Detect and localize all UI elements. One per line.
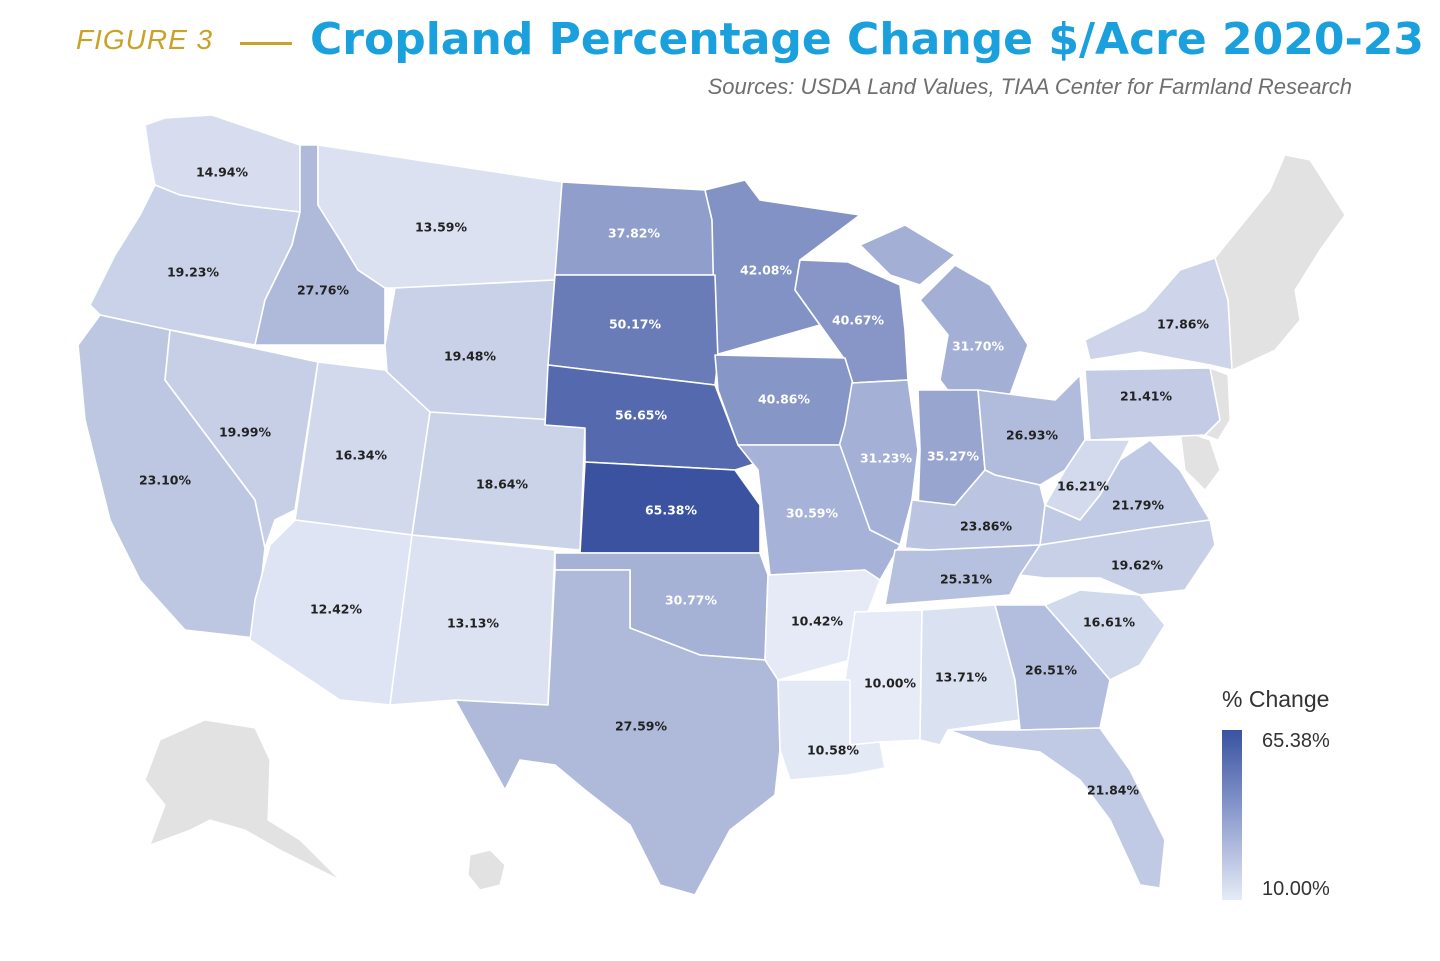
- state-colorado: [411, 411, 586, 551]
- state-label-oklahoma: 30.77%: [665, 593, 718, 608]
- state-label-new-york: 17.86%: [1157, 317, 1210, 332]
- state-label-illinois: 31.23%: [860, 451, 913, 466]
- state-label-arkansas: 10.42%: [791, 614, 844, 629]
- state-label-arizona: 12.42%: [310, 602, 363, 617]
- state-label-new-mexico: 13.13%: [447, 616, 500, 631]
- state-labels: 14.94% 19.23% 27.76% 13.59% 37.82% 42.08% 40.6…: [139, 165, 1210, 798]
- map-title: Cropland Percentage Change $/Acre 2020-2…: [310, 14, 1424, 65]
- state-label-kentucky: 23.86%: [960, 519, 1013, 534]
- state-label-alabama: 13.71%: [935, 670, 988, 685]
- state-texas: [454, 569, 781, 896]
- state-label-wisconsin: 40.67%: [832, 313, 885, 328]
- state-label-south-carolina: 16.61%: [1083, 615, 1136, 630]
- legend-gradient-bar: [1222, 730, 1242, 900]
- state-label-pennsylvania: 21.41%: [1120, 389, 1173, 404]
- legend-max-label: 65.38%: [1262, 730, 1330, 752]
- state-label-ohio: 26.93%: [1006, 428, 1059, 443]
- state-kansas: [579, 461, 761, 554]
- state-label-idaho: 27.76%: [297, 283, 350, 298]
- state-label-tennessee: 25.31%: [940, 572, 993, 587]
- state-label-south-dakota: 50.17%: [609, 317, 662, 332]
- delmarva-area: [1179, 429, 1221, 491]
- state-label-west-virginia: 16.21%: [1057, 479, 1110, 494]
- state-florida: [947, 727, 1166, 889]
- state-label-missouri: 30.59%: [786, 506, 839, 521]
- hawaii-region: [467, 849, 506, 891]
- new-england-region: [1214, 154, 1346, 371]
- state-pennsylvania: [1084, 367, 1221, 441]
- state-label-indiana: 35.27%: [927, 449, 980, 464]
- state-new-york: [1084, 257, 1233, 371]
- color-legend: % Change 65.38% 10.00%: [1222, 686, 1382, 906]
- legend-title: % Change: [1222, 686, 1330, 712]
- figure-header: FIGURE 3 Cropland Percentage Change $/Ac…: [0, 0, 1440, 110]
- state-label-california: 23.10%: [139, 473, 192, 488]
- state-north-carolina: [1019, 519, 1216, 596]
- state-label-nebraska: 56.65%: [615, 408, 668, 423]
- state-label-nevada: 19.99%: [219, 425, 272, 440]
- state-label-florida: 21.84%: [1087, 783, 1140, 798]
- state-label-colorado: 18.64%: [476, 477, 529, 492]
- state-label-montana: 13.59%: [415, 220, 468, 235]
- legend-min-label: 10.00%: [1262, 878, 1330, 900]
- state-label-iowa: 40.86%: [758, 392, 811, 407]
- figure-label: FIGURE 3: [76, 24, 214, 55]
- state-label-virginia: 21.79%: [1112, 498, 1165, 513]
- state-label-kansas: 65.38%: [645, 503, 698, 518]
- state-label-utah: 16.34%: [335, 448, 388, 463]
- state-label-louisiana: 10.58%: [807, 743, 860, 758]
- state-label-north-carolina: 19.62%: [1111, 558, 1164, 573]
- state-label-north-dakota: 37.82%: [608, 226, 661, 241]
- state-label-washington: 14.94%: [196, 165, 249, 180]
- state-louisiana: [777, 679, 886, 781]
- state-shapes: [77, 114, 1346, 896]
- figure-label-rule: [240, 42, 292, 45]
- state-label-georgia: 26.51%: [1025, 663, 1078, 678]
- state-label-wyoming: 19.48%: [444, 349, 497, 364]
- state-label-mississippi: 10.00%: [864, 676, 917, 691]
- state-label-minnesota: 42.08%: [740, 263, 793, 278]
- state-georgia: [994, 604, 1111, 731]
- state-label-michigan: 31.70%: [952, 339, 1005, 354]
- alaska-region: [144, 719, 341, 881]
- source-note: Sources: USDA Land Values, TIAA Center f…: [707, 74, 1352, 99]
- state-label-texas: 27.59%: [615, 719, 668, 734]
- state-kentucky: [904, 469, 1046, 551]
- state-label-oregon: 19.23%: [167, 265, 220, 280]
